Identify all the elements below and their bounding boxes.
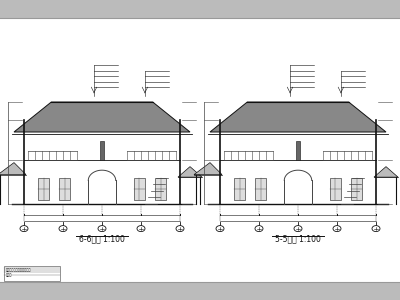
Bar — [59, 178, 70, 200]
Bar — [4, 266, 60, 280]
Circle shape — [98, 226, 106, 232]
Circle shape — [294, 226, 302, 232]
Circle shape — [59, 226, 67, 232]
Bar — [234, 178, 245, 200]
Circle shape — [137, 226, 145, 232]
Bar — [0, 282, 400, 300]
Polygon shape — [374, 167, 398, 177]
Bar — [330, 178, 341, 200]
Text: 古镇历史民居建筑保护修缮: 古镇历史民居建筑保护修缮 — [6, 268, 32, 272]
Bar — [24, 132, 180, 204]
Bar — [255, 178, 266, 200]
Polygon shape — [194, 163, 222, 175]
Polygon shape — [178, 167, 202, 177]
Text: 施工图: 施工图 — [6, 273, 12, 277]
Polygon shape — [210, 102, 386, 132]
Bar — [351, 178, 362, 200]
Bar — [134, 178, 145, 200]
Polygon shape — [0, 163, 26, 175]
Circle shape — [372, 226, 380, 232]
Bar — [296, 141, 300, 160]
Circle shape — [255, 226, 263, 232]
Circle shape — [333, 226, 341, 232]
Circle shape — [20, 226, 28, 232]
Bar — [220, 132, 376, 204]
Text: 5-5剥面 1:100: 5-5剥面 1:100 — [275, 234, 321, 243]
Bar — [38, 178, 49, 200]
Circle shape — [176, 226, 184, 232]
Polygon shape — [14, 102, 190, 132]
Text: 6-6剥面 1:100: 6-6剥面 1:100 — [79, 234, 125, 243]
Bar — [100, 141, 104, 160]
Circle shape — [216, 226, 224, 232]
Bar — [0, 0, 400, 18]
Bar — [155, 178, 166, 200]
